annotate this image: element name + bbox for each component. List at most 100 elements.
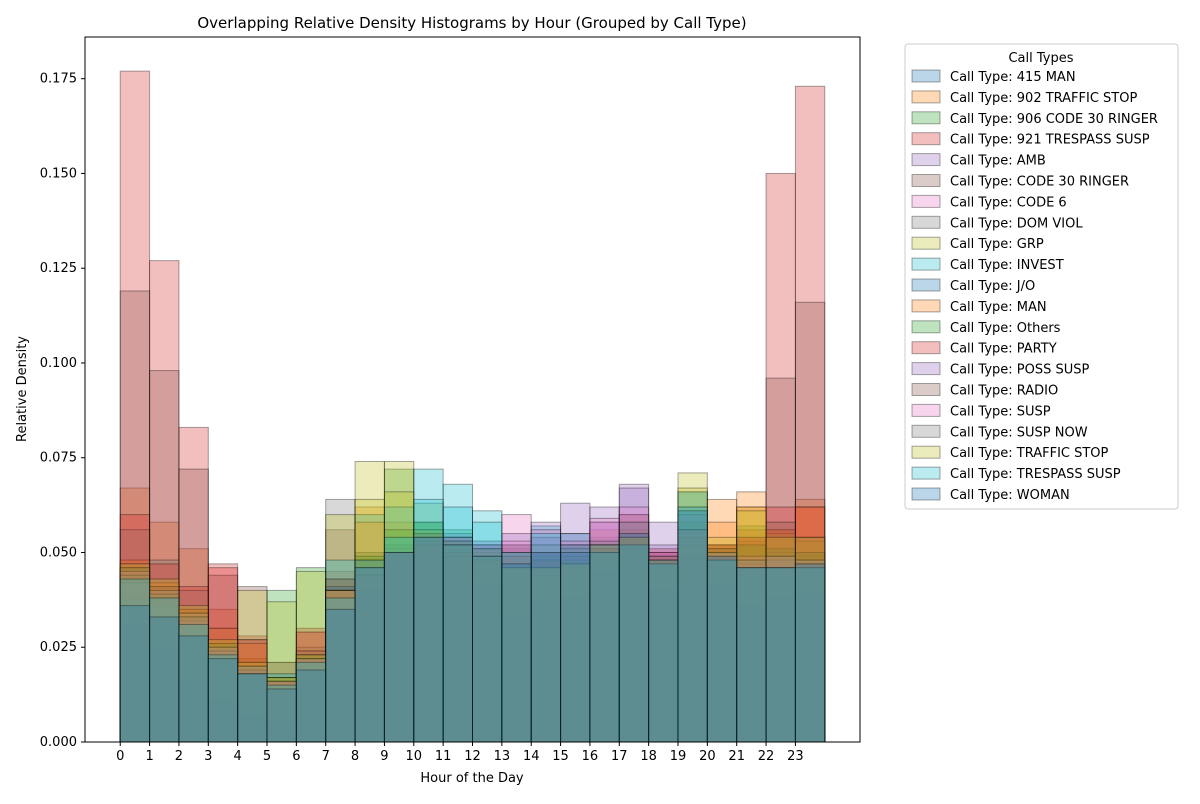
histogram-bar [266, 677, 297, 743]
histogram-bar [413, 551, 444, 743]
histogram-bar [119, 567, 151, 743]
legend-label: Call Type: INVEST [950, 258, 1064, 273]
histogram-bar [618, 536, 650, 743]
histogram-bar [266, 677, 297, 743]
histogram-bar [295, 658, 327, 743]
histogram-bar [618, 533, 650, 743]
legend-items: Call Type: 415 MAN Call Type: 902 TRAFFIC… [911, 69, 1158, 503]
histogram-bar [354, 559, 385, 743]
histogram-bar [325, 578, 356, 743]
histogram-bar [383, 548, 415, 743]
histogram-bar [765, 529, 796, 743]
histogram-bar [501, 563, 532, 743]
histogram-bar [295, 658, 327, 743]
histogram-bar [589, 540, 620, 743]
y-tick-label: 0.050 [40, 545, 77, 560]
histogram-bar [149, 616, 180, 743]
histogram-bar [207, 608, 239, 743]
x-tick-label: 14 [523, 749, 540, 764]
histogram-bar [442, 540, 474, 743]
histogram-bar [295, 658, 327, 743]
histogram-bar [677, 529, 708, 743]
legend-entry: Call Type: INVEST [911, 257, 1064, 273]
histogram-bar [149, 563, 180, 743]
histogram-bar [501, 540, 532, 743]
histogram-bar [325, 627, 356, 743]
histogram-bar [383, 491, 415, 743]
histogram-bar [560, 559, 591, 743]
legend-label: Call Type: 415 MAN [950, 70, 1076, 85]
legend-label: Call Type: SUSP [950, 404, 1051, 419]
histogram-bar [442, 551, 474, 743]
histogram-bar [794, 506, 826, 743]
legend-entry: Call Type: SUSP [911, 403, 1051, 419]
legend-entry: Call Type: 415 MAN [911, 69, 1076, 85]
histogram-bar [413, 533, 444, 743]
x-tick-label: 19 [670, 749, 687, 764]
histogram-bar [618, 536, 650, 743]
histogram-bar [648, 563, 679, 743]
histogram-bar [794, 559, 826, 743]
histogram-bar [295, 658, 327, 743]
histogram-bar [266, 661, 297, 743]
histogram-bar [237, 665, 268, 743]
x-tick-label: 12 [464, 749, 481, 764]
legend-swatch [911, 383, 941, 396]
histogram-bar [325, 597, 356, 743]
legend-entry: Call Type: TRESPASS SUSP [911, 466, 1121, 482]
legend-entry: Call Type: AMB [911, 153, 1046, 169]
y-tick-label: 0.175 [40, 72, 77, 87]
histogram-bar [237, 665, 268, 743]
histogram-bar [677, 487, 708, 743]
histogram-bar [442, 506, 474, 743]
histogram-bar [207, 646, 239, 743]
legend-label: Call Type: Others [950, 321, 1061, 336]
histogram-bar [706, 555, 738, 743]
histogram-bar [295, 654, 327, 743]
histogram-bar [736, 559, 767, 743]
histogram-bar [295, 669, 327, 743]
histogram-bar [706, 555, 738, 743]
histogram-bar [560, 559, 591, 743]
y-tick-label: 0.100 [40, 356, 77, 371]
histogram-bar [119, 597, 151, 743]
legend-label: Call Type: 906 CODE 30 RINGER [950, 112, 1158, 127]
histogram-bar [794, 567, 826, 743]
histogram-bar [560, 502, 591, 743]
histogram-bar [530, 551, 562, 743]
histogram-bar [295, 661, 327, 743]
histogram-bar [354, 498, 385, 743]
histogram-bar [266, 589, 297, 743]
legend-swatch [911, 174, 941, 187]
legend-label: Call Type: DOM VIOL [950, 216, 1083, 231]
histogram-bar [472, 570, 503, 743]
legend-entry: Call Type: J/O [911, 278, 1035, 294]
histogram-bar [589, 551, 620, 743]
histogram-bar [442, 540, 474, 743]
histogram-bar [413, 544, 444, 743]
legend-swatch [911, 278, 941, 292]
x-tick-label: 7 [322, 749, 330, 764]
histogram-bar [648, 551, 679, 743]
histogram-bar [530, 563, 562, 743]
histogram-bar [677, 529, 708, 743]
histogram-bar [560, 544, 591, 743]
histogram-bar [677, 514, 708, 743]
histogram-bar [383, 551, 415, 743]
histogram-bar [266, 680, 297, 743]
histogram-bar [589, 548, 620, 743]
histogram-bar [560, 567, 591, 743]
histogram-bar [560, 567, 591, 743]
histogram-bar [706, 548, 738, 743]
histogram-bar [765, 597, 796, 743]
histogram-bar [706, 567, 738, 743]
histogram-bar [207, 646, 239, 743]
histogram-bar [648, 551, 679, 743]
histogram-bar [706, 559, 738, 743]
histogram-bar [149, 260, 180, 743]
histogram-bar [354, 461, 385, 743]
legend-label: Call Type: TRAFFIC STOP [950, 446, 1109, 461]
histogram-bar [383, 551, 415, 743]
histogram-bar [119, 582, 151, 743]
